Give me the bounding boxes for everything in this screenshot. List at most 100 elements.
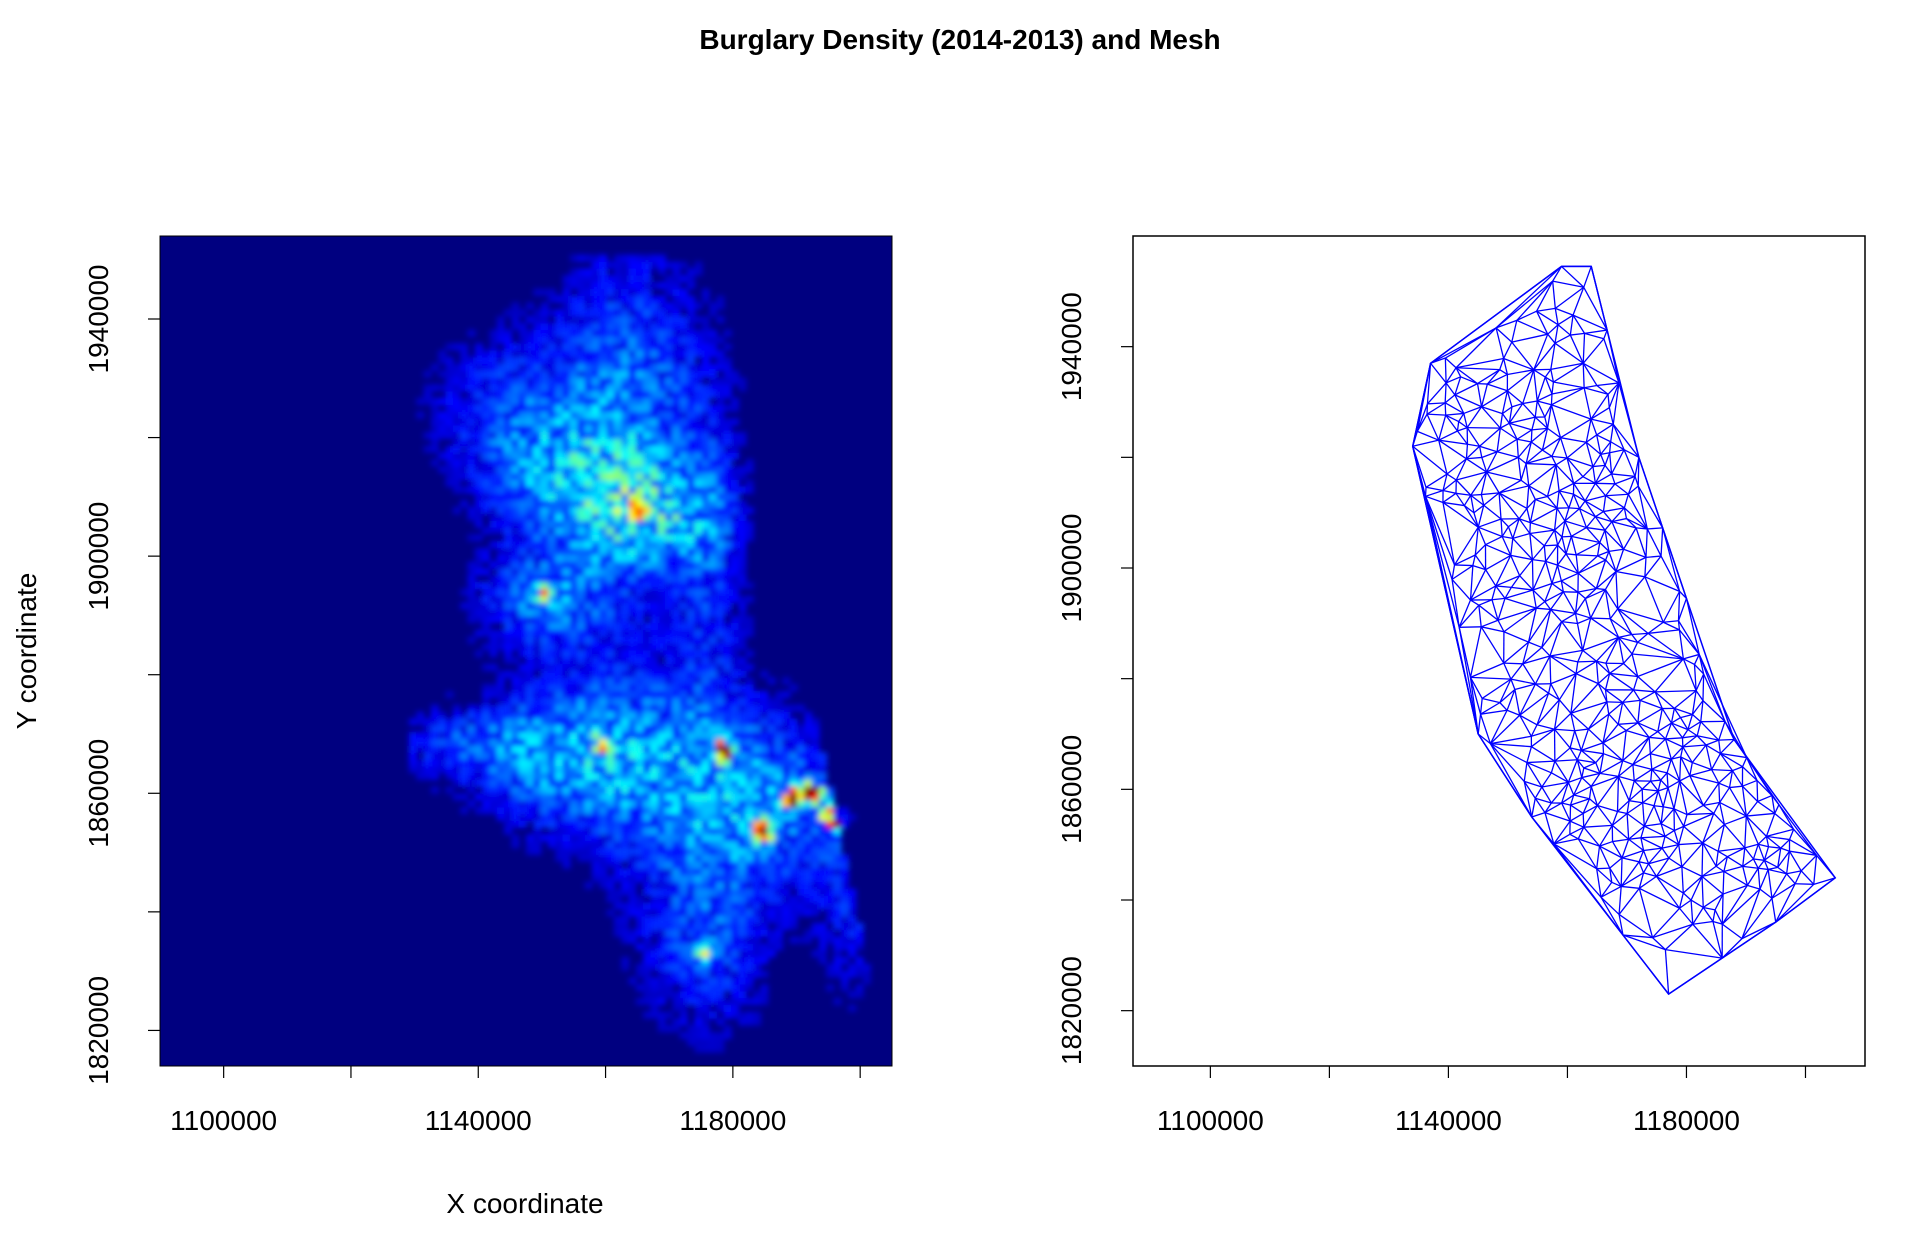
heatmap-cell [621,404,630,412]
heatmap-cell [445,786,454,794]
heatmap-cell [613,466,623,474]
heatmap-cell [701,663,710,671]
heatmap-cell [730,875,740,883]
mesh-edge [1501,526,1509,537]
heatmap-cell [840,881,849,890]
heatmap-cell [665,643,674,651]
heatmap-cell [687,520,696,528]
heatmap-cell [716,493,725,501]
heatmap-cell [716,943,725,951]
heatmap-cell [643,343,652,351]
heatmap-cell [694,370,703,378]
heatmap-cell [679,970,688,978]
heatmap-cell [818,772,827,781]
heatmap-cell [826,806,835,815]
heatmap-cell [613,752,623,760]
mesh-edge [1570,798,1590,806]
heatmap-cell [694,820,703,828]
heatmap-cell [606,834,615,842]
heatmap-cell [526,731,535,740]
heatmap-cell [665,329,674,337]
heatmap-cell [621,929,630,937]
heatmap-cell [504,391,513,399]
heatmap-cell [657,772,666,781]
mesh-edge [1507,526,1514,539]
heatmap-cell [701,316,710,324]
heatmap-cell [672,316,681,324]
heatmap-cell [533,356,542,365]
heatmap-cell [474,629,483,637]
mesh-edge [1747,884,1761,890]
heatmap-cell [657,793,666,801]
mesh-edge [1554,308,1559,325]
heatmap-cell [489,731,498,740]
heatmap-cell [555,336,564,344]
heatmap-cell [752,841,762,849]
heatmap-cell [679,881,688,890]
heatmap-cell [621,834,630,842]
heatmap-cell [738,766,747,774]
heatmap-cell [709,609,718,617]
heatmap-cell [643,943,652,951]
mesh-edge [1584,384,1597,389]
mesh-edge [1752,858,1759,869]
mesh-edge [1454,564,1473,567]
heatmap-cell [533,752,542,760]
heatmap-cell [840,956,849,965]
heatmap-cell [730,684,740,692]
heatmap-cell [621,691,630,699]
heatmap-cell [489,650,498,658]
heatmap-cell [694,997,703,1006]
heatmap-cell [555,500,564,508]
heatmap-cell [584,254,593,262]
heatmap-cell [518,466,527,474]
heatmap-cell [730,997,740,1006]
heatmap-cell [635,377,644,385]
mesh-edge [1677,591,1681,621]
mesh-edge [1518,518,1531,524]
heatmap-cell [635,759,644,767]
heatmap-cell [540,711,549,719]
mesh-edge [1644,823,1662,827]
heatmap-cell [474,350,483,358]
heatmap-cell [701,329,710,337]
heatmap-cell [657,950,666,958]
heatmap-cell [438,384,447,392]
heatmap-cell [533,561,542,569]
heatmap-cell [555,309,564,317]
heatmap-cell [730,984,740,992]
heatmap-cell [694,1011,703,1019]
heatmap-cell [628,616,637,624]
heatmap-cell [526,356,535,365]
mesh-edge [1465,445,1481,460]
heatmap-cell [591,329,601,337]
heatmap-cell [767,888,776,896]
heatmap-cell [482,786,491,794]
heatmap-cell [687,718,696,726]
heatmap-cell [657,302,666,310]
heatmap-cell [716,752,725,760]
heatmap-cell [833,888,842,896]
mesh-edge [1677,620,1681,630]
heatmap-cell [679,868,688,876]
heatmap-cell [782,779,791,787]
heatmap-cell [774,704,784,712]
heatmap-cell [650,595,659,603]
heatmap-cell [533,384,542,392]
heatmap-cell [613,377,623,385]
heatmap-cell [606,691,615,699]
heatmap-cell [723,800,732,808]
heatmap-cell [613,779,623,787]
mesh-edge [1544,404,1552,418]
mesh-edge [1491,597,1506,601]
heatmap-cell [679,854,688,862]
heatmap-cell [833,909,842,917]
heatmap-cell [723,636,732,644]
heatmap-cell [606,677,615,685]
heatmap-cell [533,834,542,842]
heatmap-cell [635,622,644,631]
heatmap-cell [569,384,579,392]
heatmap-cell [665,711,674,719]
heatmap-cell [511,466,520,474]
heatmap-cell [730,547,740,556]
